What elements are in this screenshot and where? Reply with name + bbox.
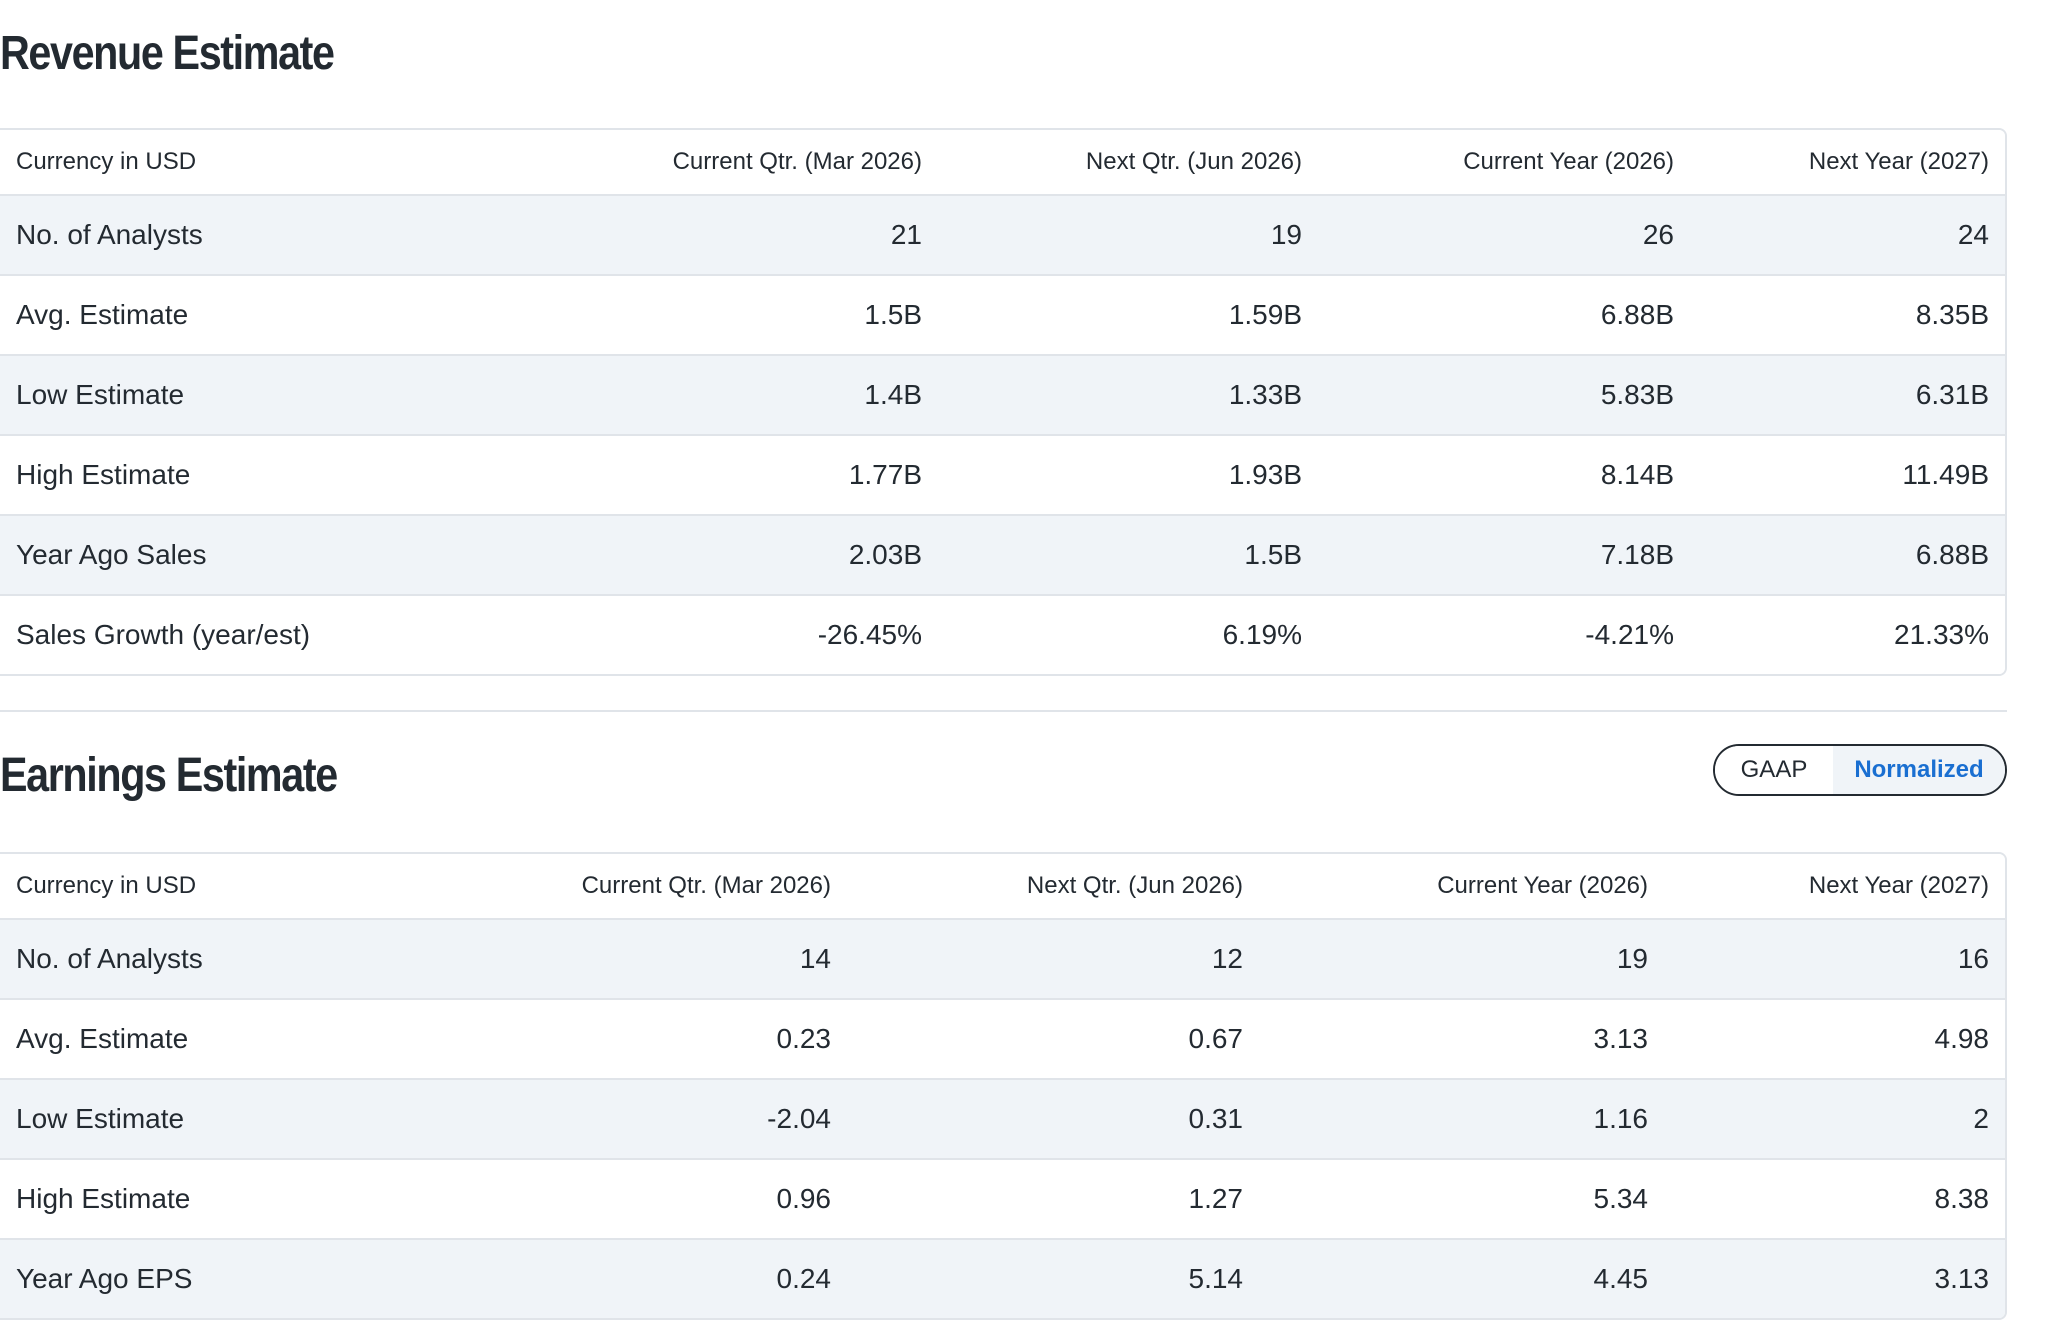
- table-row: Low Estimate -2.04 0.31 1.16 2: [0, 1079, 2005, 1160]
- table-cell: 0.67: [847, 999, 1259, 1080]
- earnings-title: Earnings Estimate: [0, 749, 338, 802]
- column-header: Current Year (2026): [1259, 854, 1664, 920]
- table-cell: 2.03B: [520, 515, 938, 596]
- table-cell: 12: [847, 919, 1259, 1000]
- table-cell: 8.35B: [1690, 275, 2005, 356]
- revenue-table-container: Currency in USD Current Qtr. (Mar 2026) …: [0, 128, 2007, 676]
- table-cell: 6.88B: [1690, 515, 2005, 596]
- table-row: High Estimate 0.96 1.27 5.34 8.38: [0, 1159, 2005, 1240]
- table-cell: 0.23: [450, 999, 847, 1080]
- earnings-header-row: Currency in USD Current Qtr. (Mar 2026) …: [0, 854, 2005, 920]
- column-header: Current Qtr. (Mar 2026): [450, 854, 847, 920]
- table-cell: 0.96: [450, 1159, 847, 1240]
- eps-basis-toggle[interactable]: GAAP Normalized: [1713, 744, 2007, 796]
- table-cell: 21.33%: [1690, 595, 2005, 674]
- table-cell: 1.4B: [520, 355, 938, 436]
- row-label: Sales Growth (year/est): [0, 595, 520, 674]
- column-header: Current Year (2026): [1318, 130, 1690, 196]
- table-cell: 24: [1690, 195, 2005, 276]
- table-cell: 4.45: [1259, 1239, 1664, 1318]
- table-cell: 1.27: [847, 1159, 1259, 1240]
- row-label: Low Estimate: [0, 1079, 450, 1160]
- table-cell: 19: [938, 195, 1318, 276]
- row-label: Year Ago EPS: [0, 1239, 450, 1318]
- table-cell: 16: [1664, 919, 2005, 1000]
- row-label: Avg. Estimate: [0, 999, 450, 1080]
- earnings-table: Currency in USD Current Qtr. (Mar 2026) …: [0, 854, 2005, 1318]
- column-header: Current Qtr. (Mar 2026): [520, 130, 938, 196]
- revenue-title: Revenue Estimate: [0, 27, 335, 80]
- table-row: Year Ago EPS 0.24 5.14 4.45 3.13: [0, 1239, 2005, 1318]
- earnings-table-container: Currency in USD Current Qtr. (Mar 2026) …: [0, 852, 2007, 1320]
- column-header: Next Qtr. (Jun 2026): [938, 130, 1318, 196]
- table-cell: -26.45%: [520, 595, 938, 674]
- table-cell: 0.31: [847, 1079, 1259, 1160]
- table-cell: 6.19%: [938, 595, 1318, 674]
- column-header: Next Year (2027): [1690, 130, 2005, 196]
- table-cell: 4.98: [1664, 999, 2005, 1080]
- table-cell: 1.77B: [520, 435, 938, 516]
- row-label: High Estimate: [0, 435, 520, 516]
- column-header: Next Year (2027): [1664, 854, 2005, 920]
- table-row: Avg. Estimate 1.5B 1.59B 6.88B 8.35B: [0, 275, 2005, 356]
- row-label: Low Estimate: [0, 355, 520, 436]
- column-header: Currency in USD: [0, 130, 520, 196]
- table-row: Low Estimate 1.4B 1.33B 5.83B 6.31B: [0, 355, 2005, 436]
- row-label: Year Ago Sales: [0, 515, 520, 596]
- normalized-toggle-button[interactable]: Normalized: [1833, 746, 2005, 794]
- row-label: Avg. Estimate: [0, 275, 520, 356]
- table-cell: 1.93B: [938, 435, 1318, 516]
- table-cell: -2.04: [450, 1079, 847, 1160]
- table-row: No. of Analysts 21 19 26 24: [0, 195, 2005, 276]
- table-row: Sales Growth (year/est) -26.45% 6.19% -4…: [0, 595, 2005, 674]
- revenue-table: Currency in USD Current Qtr. (Mar 2026) …: [0, 130, 2005, 674]
- table-cell: 6.31B: [1690, 355, 2005, 436]
- row-label: No. of Analysts: [0, 919, 450, 1000]
- table-cell: 5.34: [1259, 1159, 1664, 1240]
- table-cell: 19: [1259, 919, 1664, 1000]
- gaap-toggle-button[interactable]: GAAP: [1715, 746, 1833, 794]
- revenue-header-row: Currency in USD Current Qtr. (Mar 2026) …: [0, 130, 2005, 196]
- table-cell: 8.14B: [1318, 435, 1690, 516]
- table-cell: 5.14: [847, 1239, 1259, 1318]
- column-header: Next Qtr. (Jun 2026): [847, 854, 1259, 920]
- table-cell: 1.33B: [938, 355, 1318, 436]
- table-cell: 0.24: [450, 1239, 847, 1318]
- table-cell: 1.5B: [938, 515, 1318, 596]
- table-cell: 3.13: [1664, 1239, 2005, 1318]
- table-cell: 1.16: [1259, 1079, 1664, 1160]
- table-cell: 1.5B: [520, 275, 938, 356]
- table-cell: 7.18B: [1318, 515, 1690, 596]
- section-divider: [0, 710, 2007, 712]
- column-header: Currency in USD: [0, 854, 450, 920]
- table-cell: 8.38: [1664, 1159, 2005, 1240]
- table-row: Year Ago Sales 2.03B 1.5B 7.18B 6.88B: [0, 515, 2005, 596]
- table-cell: 6.88B: [1318, 275, 1690, 356]
- row-label: High Estimate: [0, 1159, 450, 1240]
- table-cell: 14: [450, 919, 847, 1000]
- table-cell: 3.13: [1259, 999, 1664, 1080]
- table-cell: 5.83B: [1318, 355, 1690, 436]
- table-cell: 26: [1318, 195, 1690, 276]
- table-cell: 21: [520, 195, 938, 276]
- table-row: Avg. Estimate 0.23 0.67 3.13 4.98: [0, 999, 2005, 1080]
- table-cell: -4.21%: [1318, 595, 1690, 674]
- table-cell: 2: [1664, 1079, 2005, 1160]
- table-row: High Estimate 1.77B 1.93B 8.14B 11.49B: [0, 435, 2005, 516]
- row-label: No. of Analysts: [0, 195, 520, 276]
- table-row: No. of Analysts 14 12 19 16: [0, 919, 2005, 1000]
- table-cell: 11.49B: [1690, 435, 2005, 516]
- table-cell: 1.59B: [938, 275, 1318, 356]
